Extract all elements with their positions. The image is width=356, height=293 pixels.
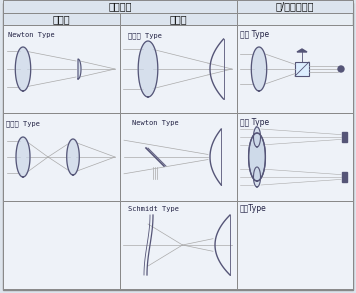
Text: 反射系: 反射系	[169, 14, 187, 24]
Bar	[3, 113, 120, 201]
Bar	[237, 113, 353, 201]
Bar	[237, 25, 353, 113]
Text: Schmidt Type: Schmidt Type	[128, 206, 179, 212]
Polygon shape	[138, 41, 158, 97]
Polygon shape	[297, 49, 307, 52]
Bar	[3, 0, 237, 13]
Bar	[342, 172, 347, 182]
Bar	[342, 132, 347, 142]
Polygon shape	[78, 59, 81, 79]
Text: 克蒲勒 Type: 克蒲勒 Type	[6, 120, 40, 127]
Polygon shape	[67, 139, 79, 175]
Text: 鏡片單元: 鏡片單元	[108, 1, 132, 11]
Text: 伽俐略 Type: 伽俐略 Type	[128, 32, 162, 39]
Polygon shape	[251, 47, 267, 91]
Bar	[120, 113, 237, 201]
Bar	[237, 201, 353, 289]
Text: 三眼Type: 三眼Type	[240, 204, 267, 213]
Bar	[237, 0, 353, 13]
Text: Newton Type: Newton Type	[132, 120, 179, 126]
Bar	[120, 25, 237, 113]
Bar	[120, 201, 237, 289]
Bar	[3, 13, 120, 25]
Polygon shape	[253, 127, 261, 147]
Text: 雙眼 Type: 雙眼 Type	[240, 118, 269, 127]
Polygon shape	[248, 133, 265, 181]
Bar	[295, 62, 309, 76]
Bar	[3, 25, 120, 113]
Polygon shape	[248, 133, 265, 181]
Polygon shape	[253, 167, 261, 187]
Bar	[120, 13, 237, 25]
Bar	[3, 201, 120, 289]
Polygon shape	[16, 137, 30, 177]
Text: 送/收信單方法: 送/收信單方法	[276, 1, 314, 11]
Text: 折射系: 折射系	[52, 14, 70, 24]
Text: 單眼 Type: 單眼 Type	[240, 30, 269, 39]
Polygon shape	[15, 47, 31, 91]
Circle shape	[338, 66, 344, 72]
Text: Newton Type: Newton Type	[8, 32, 55, 38]
